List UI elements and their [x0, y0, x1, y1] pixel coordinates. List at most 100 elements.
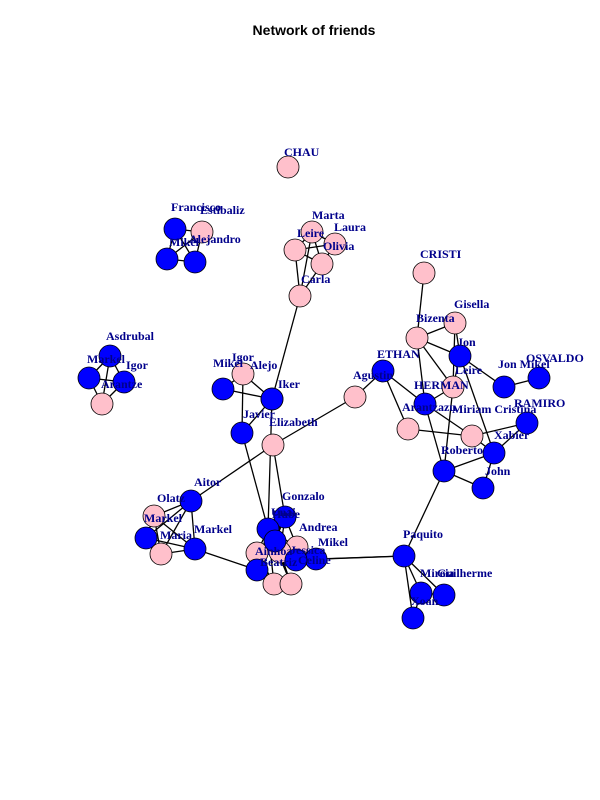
node-label-herman: HERMAN — [414, 378, 469, 392]
node-celine — [284, 548, 308, 572]
node-olivia — [310, 252, 334, 276]
node-bizenta — [405, 326, 429, 350]
edge-herman-roberto — [424, 403, 445, 472]
node-label-ainhoa: Ainhoa — [255, 544, 292, 558]
node-ethan — [371, 359, 395, 383]
edge-agustin-elizabeth — [272, 396, 356, 446]
node-guilherme — [432, 583, 456, 607]
node-elizabeth — [261, 433, 285, 457]
node-label-asdrubal: Asdrubal — [106, 329, 155, 343]
edge-iker-unai — [267, 398, 273, 530]
node-label-elizabeth: Elizabeth — [269, 415, 318, 429]
node-john — [471, 476, 495, 500]
node-label-mireia: Mireia — [420, 566, 454, 580]
graph-title: Network of friends — [253, 22, 376, 38]
node-label-cristi: CRISTI — [420, 247, 462, 261]
node-label-hube: Hube — [272, 507, 301, 521]
node-label-mikel4: Mikel — [318, 535, 349, 549]
edge-roberto-paquito — [403, 470, 445, 557]
label-layer: CHAUFranciscoEstibalizMikelAlejandroMart… — [87, 145, 584, 608]
node-markel2 — [134, 526, 158, 550]
node-label-ethan: ETHAN — [377, 347, 420, 361]
node-pc2 — [279, 572, 303, 596]
node-iker — [260, 387, 284, 411]
node-label-john: John — [485, 464, 511, 478]
node-arantza — [396, 417, 420, 441]
node-leire1 — [283, 238, 307, 262]
node-beatriz — [245, 558, 269, 582]
node-label-bizenta: Bizenta — [416, 311, 455, 325]
node-carla — [288, 284, 312, 308]
node-label-osvaldo: OSVALDO — [526, 351, 584, 365]
node-label-leire2: Leire — [455, 363, 483, 377]
node-label-laura: Laura — [334, 220, 366, 234]
node-roberto — [432, 459, 456, 483]
node-miriam — [460, 424, 484, 448]
node-label-celine: Celine — [298, 553, 331, 567]
node-mikel1 — [155, 247, 179, 271]
node-label-maria: Maria — [160, 528, 192, 542]
node-label-olatz: Olatz — [157, 491, 186, 505]
node-label-jonmikel: Jon Mikel — [498, 357, 550, 371]
node-label-gonzalo: Gonzalo — [282, 489, 325, 503]
node-alejandro — [183, 250, 207, 274]
node-jonmikel — [492, 375, 516, 399]
node-label-ramiro: RAMIRO — [514, 396, 565, 410]
node-paquito — [392, 544, 416, 568]
node-label-igor2: Igor — [232, 350, 255, 364]
node-label-alejandro: Alejandro — [189, 232, 241, 246]
node-ramiro — [515, 411, 539, 435]
edge-jon-xabier — [459, 355, 495, 454]
node-gisella — [443, 311, 467, 335]
node-label-mikeli: Mikel — [213, 356, 244, 370]
node-igor1 — [112, 370, 136, 394]
node-label-roberto: Roberto — [441, 443, 483, 457]
node-label-markel2: Markel — [144, 511, 183, 525]
node-label-paquito: Paquito — [403, 527, 443, 541]
node-laura — [323, 232, 347, 256]
node-arantze — [90, 392, 114, 416]
node-label-olivia: Olivia — [323, 239, 354, 253]
node-javier — [230, 421, 254, 445]
edge-javier-unai — [241, 432, 269, 530]
node-marta — [300, 220, 324, 244]
node-maria — [149, 542, 173, 566]
node-label-carla: Carla — [301, 272, 330, 286]
node-chau — [276, 155, 300, 179]
node-label-xoan: Xoan — [411, 594, 439, 608]
node-estibaliz — [190, 220, 214, 244]
node-label-arantze: Arantze — [101, 377, 143, 391]
node-layer — [77, 155, 551, 630]
node-label-mikel1: Mikel — [169, 235, 200, 249]
node-agustin — [343, 385, 367, 409]
node-mikeli — [211, 377, 235, 401]
node-hube — [263, 529, 287, 553]
node-osvaldo — [527, 366, 551, 390]
node-label-javier: Javier — [243, 407, 276, 421]
node-gonzalo — [273, 505, 297, 529]
node-cristi — [412, 261, 436, 285]
node-label-leire1: Leire — [297, 226, 325, 240]
node-label-andrea: Andrea — [299, 520, 337, 534]
node-label-guilherme: Guilherme — [437, 566, 493, 580]
node-label-marta: Marta — [312, 208, 345, 222]
node-label-iker: Iker — [278, 377, 301, 391]
node-label-alejo: Alejo — [250, 358, 277, 372]
node-igor2 — [231, 362, 255, 386]
node-mireia — [409, 581, 433, 605]
edge-elizabeth-aitor — [190, 444, 274, 502]
node-jon — [448, 344, 472, 368]
node-label-francisco: Francisco — [171, 200, 221, 214]
node-asdrubal — [98, 344, 122, 368]
node-label-estibaliz: Estibaliz — [200, 203, 245, 217]
node-label-markel1: Markel — [87, 352, 126, 366]
node-label-unai: Unai — [271, 505, 296, 519]
node-label-xabier: Xabier — [494, 428, 530, 442]
node-label-arantza: Arantzazu — [402, 400, 456, 414]
node-leire2 — [441, 375, 465, 399]
node-label-igor1: Igor — [126, 358, 149, 372]
edge-carla-iker — [271, 295, 301, 400]
node-label-agustin: Agustin — [353, 368, 393, 382]
node-label-jessica: Jessica — [290, 543, 325, 557]
